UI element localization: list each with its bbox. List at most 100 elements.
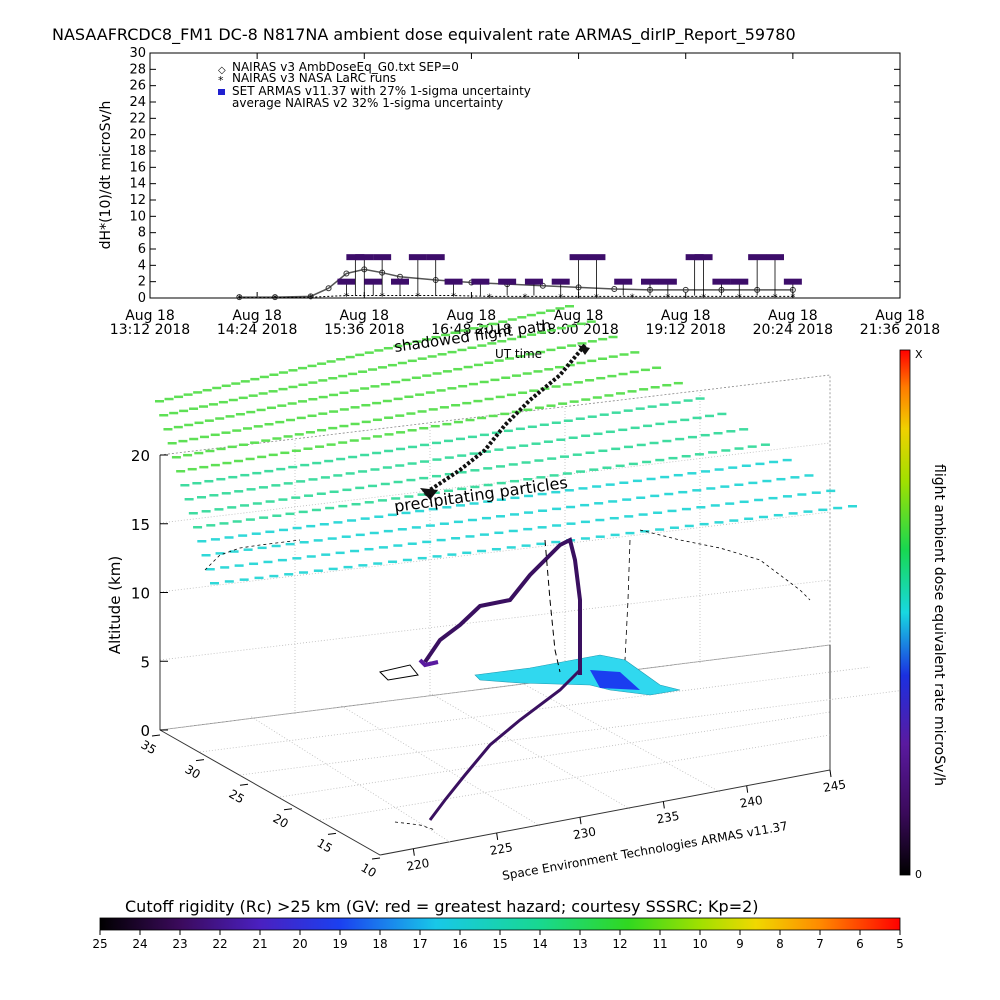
- particle-cell: [299, 571, 309, 574]
- particle-cell: [537, 526, 547, 529]
- legend-marker-diamond: ◇: [218, 65, 226, 76]
- legend-entry-3: average NAIRAS v2 32% 1-sigma uncertaint…: [232, 96, 503, 110]
- particle-cell: [265, 500, 275, 503]
- bottom-colorbar-tick-label: 22: [212, 937, 227, 951]
- particle-cell: [522, 372, 532, 375]
- particle-cell: [506, 446, 516, 449]
- particle-cell: [768, 496, 778, 500]
- top-ytick-label: 24: [129, 95, 146, 110]
- particle-cell: [358, 370, 368, 373]
- particle-cell: [546, 348, 556, 352]
- legend-marker-star: *: [218, 74, 224, 87]
- particle-cell: [192, 481, 202, 485]
- particle-cell: [187, 467, 197, 471]
- particle-cell: [252, 502, 262, 505]
- particle-cell: [266, 406, 276, 410]
- particle-cell: [167, 442, 177, 445]
- particle-cell: [555, 307, 565, 310]
- particle-cell: [484, 361, 494, 365]
- particle-cell: [425, 524, 435, 527]
- particle-cell: [408, 445, 418, 449]
- particle-cell: [252, 471, 262, 475]
- z-axis-label: Altitude (km): [106, 556, 124, 654]
- top-legend: ◇ NAIRAS v3 AmbDoseEq_G0.txt SEP=0 * NAI…: [218, 60, 531, 110]
- particle-cell: [629, 370, 639, 374]
- particle-cell: [566, 505, 576, 509]
- bottom-colorbar-tick-label: 23: [172, 937, 187, 951]
- nairas-larc-point: *: [594, 292, 599, 303]
- particle-cell: [278, 528, 288, 532]
- particle-cell: [562, 383, 572, 386]
- particle-cell: [533, 370, 543, 373]
- particle-cell: [479, 533, 489, 536]
- particle-cell: [580, 520, 590, 524]
- particle-cell: [710, 504, 720, 507]
- particle-cell: [467, 518, 477, 522]
- particle-cell: [483, 483, 493, 487]
- particle-cell: [527, 425, 537, 429]
- particle-cell: [278, 387, 288, 391]
- bottom-colorbar-tick-label: 10: [692, 937, 707, 951]
- particle-cell: [350, 549, 360, 553]
- particle-cell: [490, 378, 500, 382]
- particle-cell: [714, 521, 724, 524]
- particle-cell: [608, 355, 618, 358]
- particle-cell: [804, 474, 814, 477]
- particle-cell: [790, 476, 800, 479]
- particle-cell: [581, 398, 591, 401]
- particle-cell: [277, 558, 287, 562]
- particle-cell: [457, 471, 467, 474]
- particle-cell: [667, 420, 677, 424]
- particle-cell: [833, 506, 843, 510]
- particle-cell: [328, 376, 338, 380]
- nairas-v3-point: [236, 294, 243, 301]
- armas-point: [391, 278, 409, 285]
- particle-cell: [355, 533, 365, 537]
- particle-cell: [338, 441, 348, 444]
- particle-cell: [515, 355, 525, 358]
- bottom-colorbar-tick-label: 24: [132, 937, 147, 951]
- particle-cell: [333, 474, 343, 477]
- particle-cell: [604, 394, 614, 397]
- floor-plane: [159, 455, 831, 856]
- particle-cell: [556, 346, 566, 349]
- particle-cell: [324, 459, 334, 463]
- nairas-larc-point: *: [237, 294, 242, 305]
- armas-point: [444, 278, 463, 285]
- particle-cell: [276, 467, 286, 471]
- particle-cell: [372, 435, 382, 438]
- particle-cell: [313, 569, 323, 572]
- particle-cell: [308, 381, 318, 384]
- particle-cell: [234, 564, 244, 567]
- particle-cell: [345, 472, 355, 475]
- particle-cell: [339, 391, 349, 395]
- particle-cell: [284, 573, 294, 576]
- particle-cell: [518, 391, 528, 395]
- particle-cell: [163, 428, 173, 431]
- particle-cell: [417, 357, 427, 360]
- particle-cell: [592, 485, 602, 488]
- lat-tick-label: 15: [315, 836, 335, 856]
- particle-cell: [419, 476, 429, 480]
- particle-cell: [370, 468, 380, 471]
- nairas-larc-point: *: [790, 292, 795, 303]
- particle-cell: [318, 395, 328, 399]
- particle-cell: [576, 361, 586, 365]
- particle-cell: [458, 384, 468, 388]
- particle-cell: [372, 418, 382, 422]
- lon-tick-mark: [746, 785, 749, 793]
- particle-cell: [432, 458, 442, 461]
- particle-cell: [204, 479, 214, 483]
- particle-cell: [721, 449, 731, 452]
- particle-cell: [298, 400, 308, 403]
- particle-cell: [556, 326, 566, 330]
- particle-cell: [563, 419, 573, 422]
- particle-cell: [494, 531, 504, 535]
- top-ytick-label: 28: [129, 62, 146, 77]
- particle-cell: [508, 463, 518, 466]
- particle-cell: [479, 380, 489, 384]
- particle-cell: [421, 338, 431, 341]
- particle-cell: [176, 470, 186, 473]
- particle-cell: [412, 340, 422, 343]
- particle-cell: [345, 355, 355, 359]
